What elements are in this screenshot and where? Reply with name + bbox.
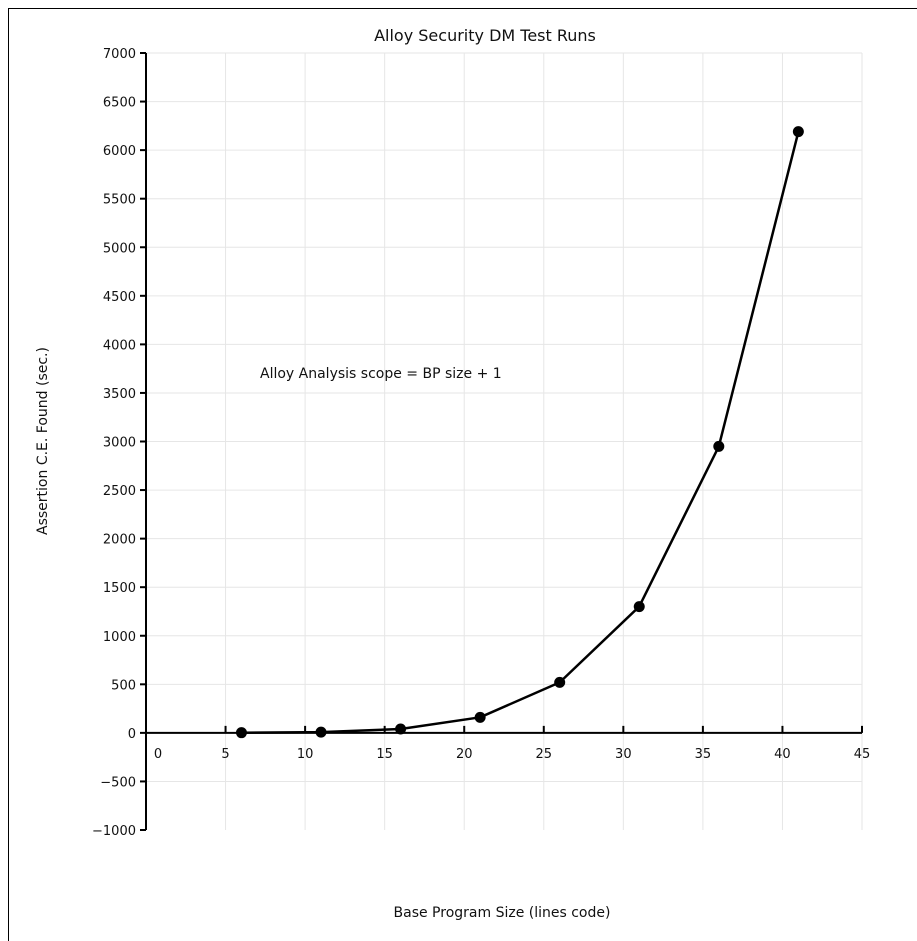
data-point	[235, 727, 247, 739]
y-tick-label: 0	[128, 727, 136, 742]
y-tick-label: 1000	[103, 630, 136, 645]
y-axis-label: Assertion C.E. Found (sec.)	[35, 347, 51, 535]
y-tick-label: 3500	[103, 387, 136, 402]
chart-annotation: Alloy Analysis scope = BP size + 1	[260, 366, 502, 382]
grid	[146, 52, 863, 830]
y-tick-label: 2500	[103, 484, 136, 499]
x-tick-label: 40	[774, 747, 791, 762]
y-tick-label: 4000	[103, 338, 136, 353]
chart-frame	[8, 8, 917, 941]
y-tick-label: 5500	[103, 193, 136, 208]
y-tick-label: 7000	[103, 47, 136, 62]
y-tick-label: 6000	[103, 144, 136, 159]
x-tick-label: 35	[695, 747, 712, 762]
data-point	[474, 711, 486, 723]
x-tick-label: 20	[456, 747, 473, 762]
x-tick-label: 5	[221, 747, 229, 762]
y-tick-label: 4500	[103, 290, 136, 305]
series	[235, 126, 804, 739]
data-point	[554, 676, 566, 688]
x-tick-label: 10	[297, 747, 314, 762]
y-tick-label: 5000	[103, 241, 136, 256]
x-tick-label: 45	[854, 747, 871, 762]
data-point	[713, 440, 725, 452]
y-tick-label: −500	[100, 775, 136, 790]
x-tick-label: 0	[154, 747, 162, 762]
data-point	[395, 723, 407, 735]
data-point	[633, 601, 645, 613]
chart-title: Alloy Security DM Test Runs	[374, 26, 596, 45]
x-tick-label: 30	[615, 747, 632, 762]
data-point	[315, 726, 327, 738]
y-tick-label: 6500	[103, 96, 136, 111]
x-tick-label: 25	[536, 747, 553, 762]
y-tick-label: 500	[111, 678, 136, 693]
y-tick-label: 1500	[103, 581, 136, 596]
series-line	[241, 131, 800, 734]
tick-labels: −1000−5000500100015002000250030003500400…	[92, 47, 870, 839]
x-axis-label: Base Program Size (lines code)	[394, 905, 611, 921]
data-point	[792, 126, 804, 138]
y-tick-label: −1000	[92, 824, 136, 839]
x-tick-label: 15	[376, 747, 393, 762]
y-tick-label: 3000	[103, 436, 136, 451]
y-tick-label: 2000	[103, 533, 136, 548]
